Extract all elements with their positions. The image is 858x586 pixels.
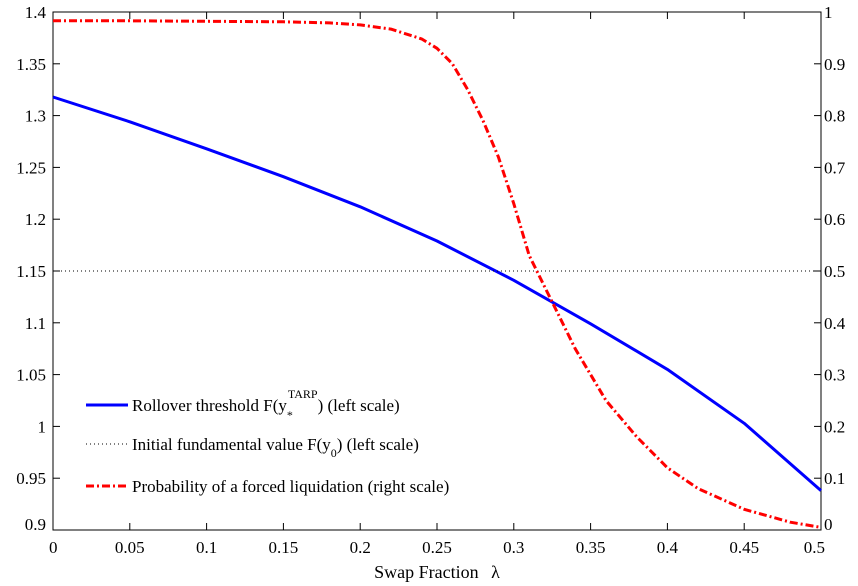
y-right-tick-label: 0.1 xyxy=(824,469,845,488)
x-tick-label: 0 xyxy=(49,538,58,557)
x-tick-label: 0.2 xyxy=(350,538,371,557)
y-right-tick-label: 0.4 xyxy=(824,314,846,333)
y-left-tick-label: 1.15 xyxy=(16,262,46,281)
y-right-tick-label: 0.6 xyxy=(824,210,845,229)
x-axis-title: Swap Fraction λ xyxy=(374,562,500,582)
legend-initial-text-b: ) (left scale) xyxy=(337,435,419,454)
y-right-tick-label: 0.5 xyxy=(824,262,845,281)
y-right-tick-label: 0.8 xyxy=(824,107,845,126)
series-lines xyxy=(52,19,822,529)
legend-rollover-text-a: Rollover threshold F(y xyxy=(132,396,287,415)
y-left-tick-label: 1.3 xyxy=(25,107,46,126)
legend-label-rollover: Rollover threshold F(y* TARP) (left scale… xyxy=(132,387,400,422)
x-tick-label: 0.25 xyxy=(422,538,452,557)
y-right-tick-label: 0.3 xyxy=(824,366,845,385)
legend-label-probability: Probability of a forced liquidation (rig… xyxy=(132,477,449,496)
x-tick-label: 0.5 xyxy=(804,538,825,557)
series-line-liquidation-probability xyxy=(53,19,822,529)
x-tick-label: 0.45 xyxy=(729,538,759,557)
x-axis-title-text: Swap Fraction xyxy=(374,562,478,582)
legend: Rollover threshold F(y*TARP) (left scale… xyxy=(86,387,449,496)
y-left-tick-label: 0.95 xyxy=(16,469,46,488)
y-right-tick-label: 0.9 xyxy=(824,55,845,74)
y-right-tick-label: 0 xyxy=(824,515,833,534)
legend-rollover-sub: * xyxy=(287,408,293,422)
x-tick-label: 0.15 xyxy=(269,538,299,557)
x-tick-label: 0.35 xyxy=(576,538,606,557)
y-right-tick-label: 1 xyxy=(824,3,833,22)
y-left-tick-label: 0.9 xyxy=(25,515,46,534)
y-left-tick-label: 1.05 xyxy=(16,366,46,385)
y-left-tick-label: 1.25 xyxy=(16,158,46,177)
y-left-tick-label: 1.35 xyxy=(16,55,46,74)
x-tick-label: 0.05 xyxy=(115,538,145,557)
y-left-tick-label: 1.2 xyxy=(25,210,46,229)
x-tick-label: 0.3 xyxy=(503,538,524,557)
x-tick-label: 0.4 xyxy=(657,538,679,557)
legend-initial-text-a: Initial fundamental value F(y xyxy=(132,435,331,454)
x-tick-label: 0.1 xyxy=(196,538,217,557)
series-line-rollover-threshold xyxy=(52,95,822,492)
y-right-tick-label: 0.2 xyxy=(824,417,845,436)
legend-rollover-text-b: ) (left scale) xyxy=(318,396,400,415)
legend-initial-sub: 0 xyxy=(331,446,337,460)
legend-rollover-sup: TARP xyxy=(288,387,318,401)
legend-label-initial: Initial fundamental value F(y0) (left sc… xyxy=(132,435,419,460)
x-axis-title-symbol: λ xyxy=(491,562,500,582)
y-left-tick-label: 1 xyxy=(38,417,47,436)
y-left-tick-label: 1.1 xyxy=(25,314,46,333)
y-left-tick-label: 1.4 xyxy=(25,3,47,22)
legend-box xyxy=(80,385,590,505)
y-right-tick-label: 0.7 xyxy=(824,158,846,177)
axis-ticks: 0 0.05 0.1 0.15 0.2 0.25 0.3 0.35 0.4 0.45 0.50.90… xyxy=(16,3,846,557)
